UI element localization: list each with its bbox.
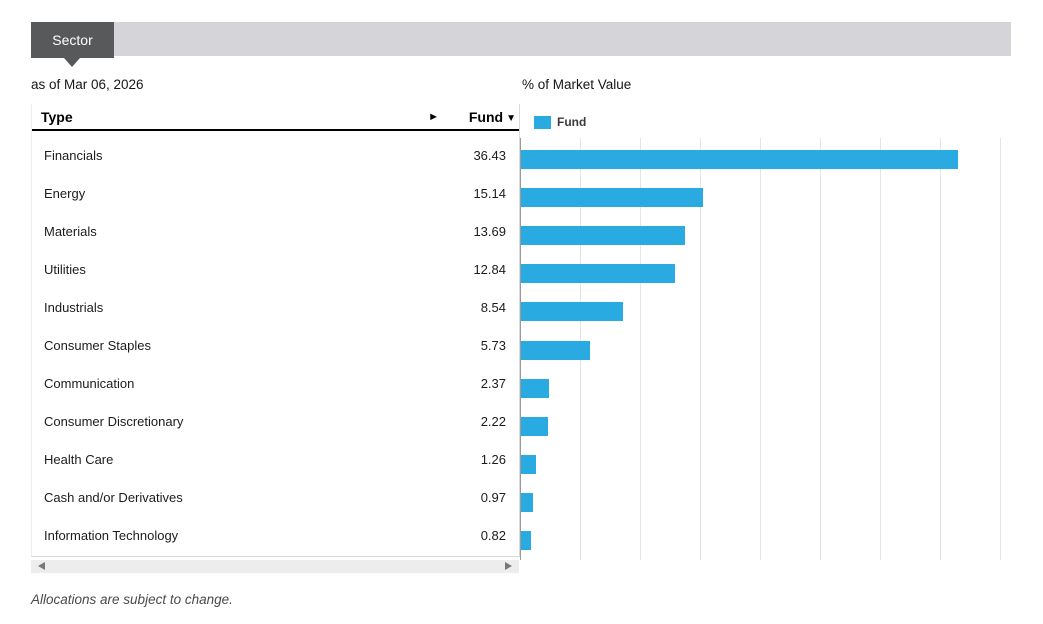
table-row-health-care: Health Care 1.26 [32, 441, 519, 479]
cell-type: Consumer Discretionary [44, 414, 184, 429]
bar-financials[interactable] [521, 149, 959, 169]
chart-title: % of Market Value [522, 77, 632, 92]
cell-type: Materials [44, 224, 97, 239]
cell-type: Information Technology [44, 528, 179, 543]
cell-fund-value: 8.54 [480, 300, 506, 315]
bar-utilities[interactable] [521, 264, 676, 284]
as-of-date: as of Mar 06, 2026 [31, 77, 144, 92]
legend-swatch-icon [534, 115, 551, 129]
bar-industrials[interactable] [521, 302, 624, 322]
gridline-20 [760, 138, 761, 560]
expand-right-icon[interactable]: ► [428, 111, 439, 123]
table-row-consumer-discretionary: Consumer Discretionary 2.22 [32, 403, 519, 441]
table-row-energy: Energy 15.14 [32, 175, 519, 213]
bar-communication[interactable] [521, 378, 550, 398]
table-row-consumer-staples: Consumer Staples 5.73 [32, 327, 519, 365]
cell-fund-value: 1.26 [480, 452, 506, 467]
scroll-right-icon[interactable] [505, 562, 512, 570]
cell-fund-value: 0.97 [480, 490, 506, 505]
cell-type: Industrials [44, 300, 104, 315]
tab-sector[interactable]: Sector [31, 22, 114, 58]
cell-fund-value: 5.73 [480, 338, 506, 353]
legend-label: Fund [557, 115, 587, 129]
cell-fund-value: 15.14 [473, 186, 506, 201]
bar-energy[interactable] [521, 187, 703, 207]
fund-header-label: Fund [468, 109, 504, 125]
table-row-financials: Financials 36.43 [32, 137, 519, 175]
cell-fund-value: 12.84 [473, 262, 506, 277]
table-row-industrials: Industrials 8.54 [32, 289, 519, 327]
gridline-30 [880, 138, 881, 560]
bar-consumer-discretionary[interactable] [521, 416, 548, 436]
gridline-35 [940, 138, 941, 560]
bar-cash-and-or-derivatives[interactable] [521, 493, 533, 513]
cell-type: Energy [44, 186, 86, 201]
table-header-row: Type ► Fund ▼ [32, 104, 519, 131]
cell-type: Health Care [44, 452, 114, 467]
gridline-15 [700, 138, 701, 560]
cell-type: Financials [44, 148, 103, 163]
chart-legend-fund[interactable]: Fund [534, 115, 586, 129]
gridline-10 [640, 138, 641, 560]
bar-consumer-staples[interactable] [521, 340, 590, 360]
table-row-communication: Communication 2.37 [32, 365, 519, 403]
table-row-cash-and-or-derivatives: Cash and/or Derivatives 0.97 [32, 479, 519, 517]
cell-type: Cash and/or Derivatives [44, 490, 183, 505]
cell-fund-value: 13.69 [473, 224, 506, 239]
table-row-information-technology: Information Technology 0.82 [32, 517, 519, 555]
cell-type: Consumer Staples [44, 338, 151, 353]
y-axis-line [520, 138, 521, 560]
cell-type: Communication [44, 376, 135, 391]
sector-table: Type ► Fund ▼ Financials 36.43 Energy 15.14 M… [31, 104, 520, 557]
active-tab-pointer-icon [64, 58, 80, 67]
bar-health-care[interactable] [521, 455, 537, 475]
sort-desc-icon: ▼ [506, 113, 516, 124]
gridline-25 [820, 138, 821, 560]
tab-bar [31, 22, 1011, 56]
cell-fund-value: 0.82 [480, 528, 506, 543]
cell-fund-value: 2.22 [480, 414, 506, 429]
cell-type: Utilities [44, 262, 86, 277]
cell-fund-value: 36.43 [473, 148, 506, 163]
scroll-left-icon[interactable] [38, 562, 45, 570]
cell-fund-value: 2.37 [480, 376, 506, 391]
table-row-materials: Materials 13.69 [32, 213, 519, 251]
horizontal-scrollbar[interactable] [31, 560, 519, 573]
bar-materials[interactable] [521, 225, 686, 245]
footnote: Allocations are subject to change. [31, 592, 233, 607]
gridline-40 [1000, 138, 1001, 560]
column-header-fund[interactable]: Fund ▼ [469, 104, 516, 132]
table-row-utilities: Utilities 12.84 [32, 251, 519, 289]
bar-information-technology[interactable] [521, 531, 531, 551]
table-body: Financials 36.43 Energy 15.14 Materials 13.69… [32, 131, 519, 555]
market-value-bar-chart [520, 138, 1001, 560]
column-header-type[interactable]: Type [41, 109, 73, 125]
